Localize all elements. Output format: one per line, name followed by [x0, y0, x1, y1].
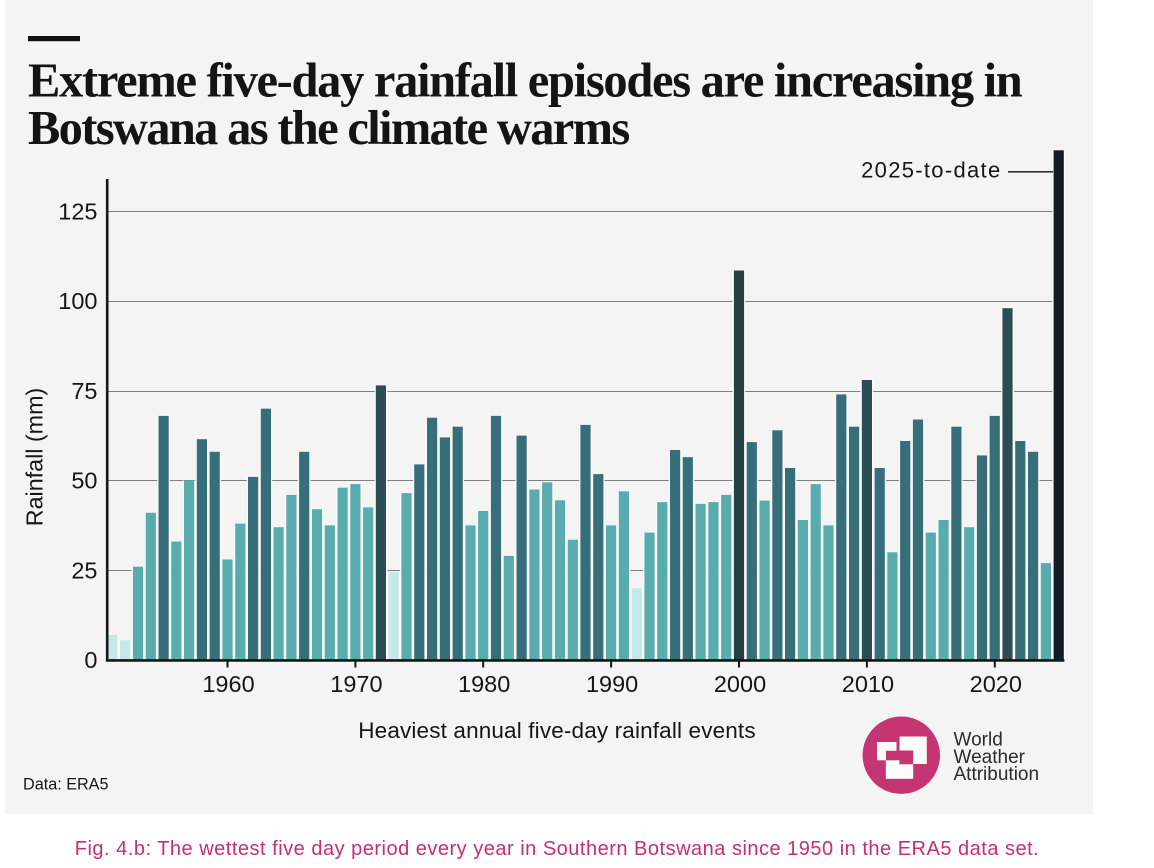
svg-text:0: 0 — [84, 647, 97, 673]
svg-text:Botswana as the climate warms: Botswana as the climate warms — [28, 102, 629, 155]
svg-text:2000: 2000 — [714, 671, 766, 697]
svg-text:1970: 1970 — [330, 671, 382, 697]
svg-text:Attribution: Attribution — [954, 764, 1040, 785]
svg-text:World: World — [954, 730, 1003, 751]
svg-text:2010: 2010 — [842, 671, 894, 697]
svg-text:Rainfall (mm): Rainfall (mm) — [22, 388, 48, 527]
svg-text:Weather: Weather — [954, 747, 1026, 768]
svg-text:50: 50 — [71, 468, 97, 494]
svg-text:25: 25 — [71, 557, 97, 583]
svg-text:2025-to-date: 2025-to-date — [861, 158, 1001, 183]
svg-text:Extreme five-day rainfall epis: Extreme five-day rainfall episodes are i… — [28, 54, 1023, 107]
svg-text:Data: ERA5: Data: ERA5 — [23, 776, 108, 794]
svg-text:75: 75 — [71, 378, 97, 404]
svg-text:2020: 2020 — [970, 671, 1022, 697]
svg-text:1980: 1980 — [458, 671, 510, 697]
svg-text:Fig. 4.b: The wettest five day: Fig. 4.b: The wettest five day period ev… — [75, 838, 1040, 860]
svg-text:125: 125 — [58, 198, 97, 224]
svg-text:Heaviest annual five-day rainf: Heaviest annual five-day rainfall events — [358, 718, 755, 743]
svg-text:1960: 1960 — [202, 671, 254, 697]
svg-text:100: 100 — [58, 288, 97, 314]
svg-text:1990: 1990 — [586, 671, 638, 697]
